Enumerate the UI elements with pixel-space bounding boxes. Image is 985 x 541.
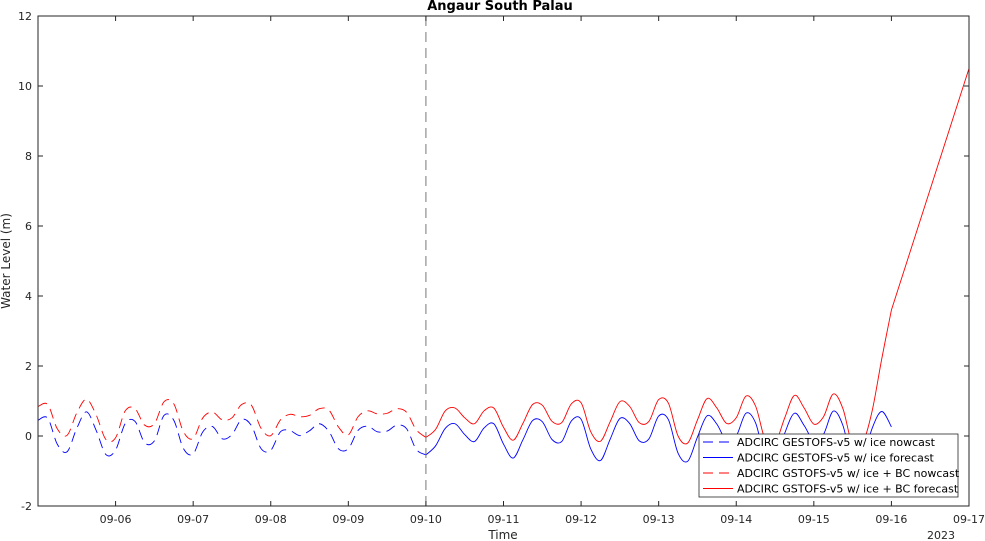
y-tick-label: 4 [25,290,32,303]
x-tick-label: 09-10 [410,513,442,526]
chart-title: Angaur South Palau [427,0,573,14]
series-line-3 [37,398,427,443]
x-tick-label: 09-14 [720,513,752,526]
y-tick-label: 0 [25,430,32,443]
y-tick-label: 8 [25,150,32,163]
x-tick-label: 09-12 [565,513,597,526]
y-tick-label: 2 [25,360,32,373]
x-tick-label: 09-09 [332,513,364,526]
y-axis-label: Water Level (m) [0,213,13,309]
x-tick-label: 09-07 [177,513,209,526]
x-tick-label: 09-06 [100,513,132,526]
x-tick-label: 09-11 [488,513,520,526]
x-axis-ticks: 09-06 09-07 09-08 09-09 09-10 09-11 09-12 09-13… [100,16,985,526]
legend-label-3: ADCIRC GSTOFS-v5 w/ ice + BC nowcast [737,467,960,480]
y-tick-label: -2 [21,500,32,513]
x-tick-label: 09-08 [255,513,287,526]
plot-background [38,16,969,506]
legend-box [698,433,959,498]
y-tick-label: 12 [18,10,32,23]
x-axis-year-label: 2023 [927,529,955,541]
x-tick-label: 09-15 [798,513,830,526]
y-axis-ticks: -2 0 2 4 6 8 10 12 [18,10,969,513]
y-tick-label: 6 [25,220,32,233]
legend: ADCIRC GESTOFS-v5 w/ ice nowcast ADCIRC G… [698,433,960,498]
x-axis-label: Time [487,528,517,541]
x-tick-label: 09-17 [953,513,985,526]
y-tick-label: 10 [18,80,32,93]
legend-label-2: ADCIRC GESTOFS-v5 w/ ice forecast [737,452,935,465]
x-tick-label: 09-16 [875,513,907,526]
legend-label-1: ADCIRC GESTOFS-v5 w/ ice nowcast [737,436,936,449]
legend-label-4: ADCIRC GSTOFS-v5 w/ ice + BC forecast [737,483,959,496]
series-line-4 [425,68,970,450]
series-line-1 [37,411,427,457]
x-tick-label: 09-13 [643,513,675,526]
